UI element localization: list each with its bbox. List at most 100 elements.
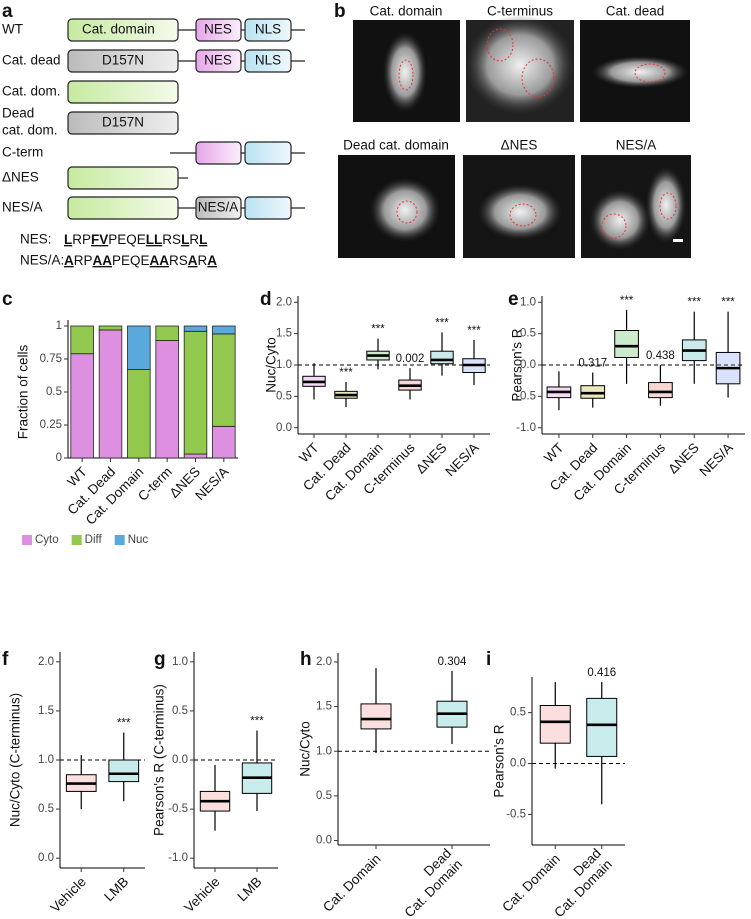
significance: 0.438 (646, 350, 675, 362)
nucleus-outline (634, 63, 666, 83)
box-text: NES/A (198, 200, 239, 215)
panel-label: i (486, 649, 491, 670)
y-tick-label: 0.0 (38, 852, 54, 864)
y-tick-label: 0.5 (172, 705, 188, 717)
bar-segment (98, 325, 123, 331)
y-tick-label: 0 (56, 452, 62, 464)
row-label: NES/A (2, 200, 43, 215)
bar-segment (183, 330, 208, 455)
domain-box (67, 196, 179, 220)
domain-box (67, 49, 179, 73)
significance: 0.416 (587, 667, 616, 679)
x-tick-label: Vehicle (47, 874, 88, 915)
box (586, 697, 618, 757)
nucleus-outline (521, 58, 555, 98)
box-text: NES (204, 53, 232, 68)
nls-box (244, 18, 292, 42)
x-tick-label: Cat. Domain (320, 851, 384, 915)
panel-labels: a b c d e f g h i (2, 1, 519, 670)
cell (590, 190, 650, 250)
x-tick-label: NES/A (696, 440, 735, 479)
panel-label: h (300, 649, 312, 670)
nls-box (244, 49, 292, 73)
box-text: Cat. domain (82, 22, 155, 37)
y-tick-label: 1.5 (316, 701, 332, 713)
x-tick-label: Vehicle (181, 874, 222, 915)
box (614, 330, 639, 358)
construct-text: WT Cat. domain NES NLS Cat. dead D157N N… (2, 22, 281, 268)
y-tick-label: 0.0 (316, 835, 332, 847)
seq-name: NES/A: (20, 253, 64, 268)
bar-segment (70, 325, 94, 355)
panel-label: a (2, 1, 13, 22)
bar-segment (155, 340, 179, 459)
image-title: C-terminus (487, 4, 553, 19)
y-tick-label: 0.0 (520, 359, 536, 371)
bar-segment (212, 325, 236, 335)
y-tick-label: 1.5 (276, 328, 292, 340)
y-tick-label: 2.0 (276, 296, 292, 308)
panel-label: b (334, 1, 346, 22)
significance: *** (721, 297, 735, 309)
row-label: ΔNES (2, 170, 39, 185)
significance: 0.002 (396, 353, 425, 365)
y-axis-title: Nuc/Cyto (264, 337, 279, 393)
residues: PEQE (112, 253, 150, 268)
y-tick-label: -0.5 (506, 808, 526, 820)
y-tick-label: 1.0 (172, 656, 188, 668)
x-tick-label: LMB (234, 874, 264, 904)
box-text: NLS (255, 53, 281, 68)
image-title: Dead cat. domain (343, 138, 449, 153)
construct-diagram (67, 18, 305, 220)
y-tick-label: 0.5 (510, 707, 526, 719)
y-tick-label: 0.0 (510, 758, 526, 770)
sequence: LRPFVPEQELLRSLRL (64, 232, 207, 247)
cell (465, 15, 575, 115)
cell (646, 167, 686, 243)
image-title: ΔNES (501, 138, 538, 153)
bar-segment (70, 353, 94, 459)
y-tick-label: 0.0 (276, 422, 292, 434)
significance: *** (250, 716, 264, 728)
y-tick-label: -1.0 (516, 422, 536, 434)
y-tick-label: 0.0 (172, 754, 188, 766)
row-label: Dead (2, 106, 34, 121)
box (648, 382, 673, 399)
significance: *** (620, 295, 634, 307)
scale-bar (673, 239, 683, 242)
bar-segment (212, 425, 236, 459)
row-label: C-term (2, 145, 43, 160)
y-tick-label: 1.5 (38, 705, 54, 717)
cell (592, 56, 688, 88)
residues: RS (162, 232, 181, 247)
y-tick-label: 0.5 (316, 790, 332, 802)
y-axis-title: Nuc/Cyto (C-terminus) (8, 693, 23, 827)
nesa-box (195, 196, 242, 220)
nes-box (195, 49, 242, 73)
legend-label: Cyto (35, 534, 59, 546)
legend-swatch (114, 535, 125, 545)
domain-box (67, 80, 179, 104)
y-tick-label: 0.5 (520, 328, 536, 340)
nls-box (244, 196, 292, 220)
significance: *** (688, 297, 702, 309)
image-title: Cat. dead (606, 4, 665, 19)
nls-box (244, 141, 292, 165)
y-axis-title: Pearson's R (510, 328, 525, 401)
x-tick-label: NES/A (442, 440, 481, 479)
panel-label: e (508, 289, 519, 310)
nucleus-outline (659, 192, 677, 220)
bar-segment (183, 325, 208, 332)
domain-box (67, 111, 179, 135)
y-axis-title: Fraction of cells (16, 344, 31, 439)
nucleus-outline (398, 59, 414, 91)
y-tick-label: 0.75 (40, 353, 62, 365)
residues: AA (93, 253, 113, 268)
significance: 0.304 (438, 656, 467, 668)
legend-swatch (71, 535, 82, 545)
panel-label: g (154, 649, 166, 670)
y-tick-label: 0.5 (276, 390, 292, 402)
x-tick-label: DeadCat. Domain (390, 845, 465, 919)
box (430, 350, 454, 365)
residues: LL (146, 232, 163, 247)
